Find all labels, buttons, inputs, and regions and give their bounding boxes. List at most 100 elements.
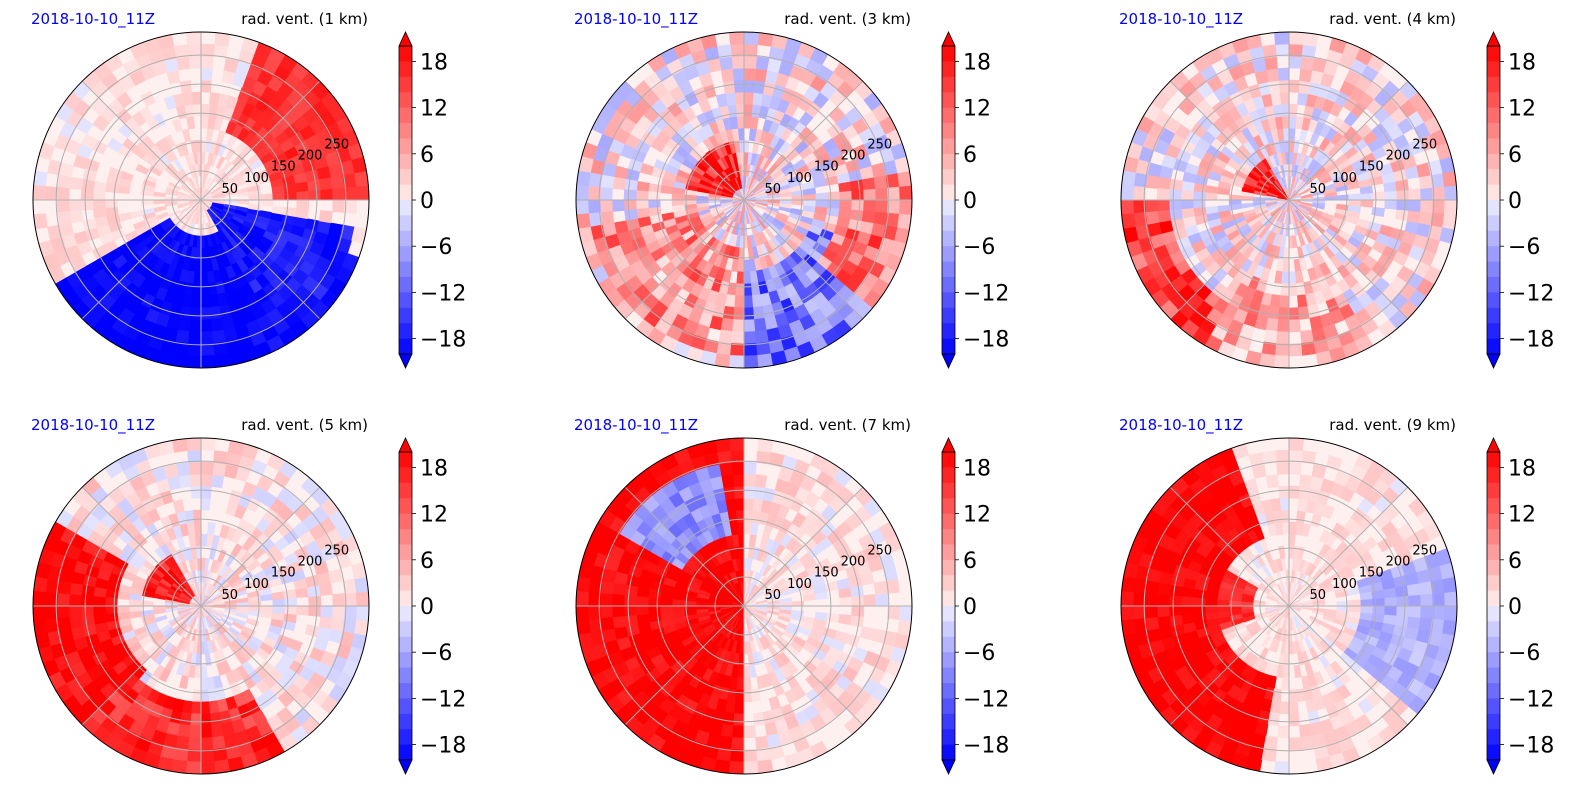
colorbar-extend-bottom	[1486, 353, 1501, 369]
colorbar-segment	[399, 559, 412, 576]
polar-outline	[1120, 31, 1458, 369]
colorbar-tick-label: −6	[1508, 641, 1540, 666]
radial-tick-label: 50	[1309, 182, 1326, 197]
radial-tick-label: 150	[271, 566, 296, 581]
colorbar-segment	[942, 123, 955, 139]
colorbar-extend-bottom	[398, 353, 413, 369]
colorbar-segment	[1487, 246, 1500, 263]
colorbar-segment	[399, 467, 412, 484]
colorbar-tick-label: −12	[1508, 687, 1554, 712]
colorbar-segment	[399, 92, 412, 109]
colorbar-segment	[942, 230, 955, 247]
colorbar-extend-bottom	[398, 759, 413, 775]
colorbar-tick-label: −6	[963, 235, 995, 260]
grid-spoke	[1288, 605, 1409, 726]
colorbar-segment	[942, 246, 955, 263]
colorbar-segment	[942, 76, 955, 93]
polar-outline	[32, 31, 370, 369]
colorbar: 18 12 6 0 −6 −12 −18	[941, 437, 1009, 775]
colorbar-segment	[399, 169, 412, 186]
colorbar-segment	[399, 482, 412, 499]
colorbar-segment	[1487, 261, 1500, 278]
panel-title: rad. vent. (4 km)	[1329, 10, 1456, 28]
colorbar-tick-label: −18	[420, 328, 466, 353]
colorbar: 18 12 6 0 −6 −12 −18	[941, 31, 1009, 369]
radial-tick-label: 50	[764, 588, 781, 603]
grid-spoke	[624, 199, 745, 320]
colorbar-segment	[399, 590, 412, 607]
radial-tick-label: 150	[1359, 160, 1384, 175]
colorbar-tick-label: 18	[1508, 50, 1536, 75]
colorbar-tick-label: 0	[963, 595, 977, 620]
radial-tick-label: 200	[841, 149, 866, 164]
colorbar-tick-label: 0	[1508, 189, 1522, 214]
radial-tick-label: 50	[221, 588, 238, 603]
colorbar-segment	[1487, 729, 1500, 746]
colorbar-segment	[399, 246, 412, 263]
colorbar-segment	[942, 482, 955, 499]
colorbar-segment	[942, 452, 955, 468]
colorbar-segment	[1487, 277, 1500, 293]
colorbar-segment	[942, 590, 955, 607]
colorbar-segment	[942, 323, 955, 340]
panel-title: rad. vent. (9 km)	[1329, 416, 1456, 434]
time-label: 2018-10-10_11Z	[574, 10, 698, 29]
radial-tick-label: 250	[867, 544, 892, 559]
colorbar-segment	[399, 544, 412, 561]
radial-tick-label: 200	[1386, 149, 1411, 164]
colorbar-extend-bottom	[941, 353, 956, 369]
colorbar-segment	[1487, 498, 1500, 515]
colorbar-segment	[399, 698, 412, 715]
colorbar-segment	[1487, 713, 1500, 730]
colorbar: 18 12 6 0 −6 −12 −18	[398, 437, 466, 775]
colorbar-tick-label: 18	[420, 456, 448, 481]
colorbar-segment	[1487, 667, 1500, 684]
colorbar-segment	[399, 529, 412, 545]
colorbar-segment	[399, 606, 412, 622]
colorbar-segment	[399, 123, 412, 139]
colorbar-segment	[942, 683, 955, 699]
colorbar-segment	[399, 513, 412, 530]
grid-spoke	[1169, 80, 1290, 201]
colorbar-tick-label: −18	[420, 734, 466, 759]
colorbar-tick-label: 6	[1508, 143, 1522, 168]
radial-tick-label: 250	[324, 138, 349, 153]
colorbar-segment	[1487, 529, 1500, 545]
grid-spoke	[1288, 486, 1409, 607]
colorbar-segment	[942, 169, 955, 186]
colorbar-segment	[942, 544, 955, 561]
colorbar-segment	[1487, 323, 1500, 340]
colorbar-segment	[399, 76, 412, 93]
colorbar-segment	[1487, 46, 1500, 62]
grid-spoke	[1288, 199, 1409, 320]
colorbar-segment	[1487, 138, 1500, 155]
colorbar-segment	[942, 215, 955, 232]
colorbar-segment	[1487, 200, 1500, 216]
time-label: 2018-10-10_11Z	[1119, 416, 1243, 435]
colorbar-tick-label: −18	[963, 734, 1009, 759]
colorbar-segment	[399, 307, 412, 324]
colorbar-tick-label: 18	[420, 50, 448, 75]
radial-tick-label: 50	[221, 182, 238, 197]
radial-tick-label: 150	[1359, 566, 1384, 581]
colorbar-segment	[942, 744, 955, 761]
time-label: 2018-10-10_11Z	[1119, 10, 1243, 29]
colorbar-segment	[1487, 744, 1500, 761]
colorbar-segment	[1487, 575, 1500, 592]
colorbar-segment	[1487, 452, 1500, 468]
colorbar-segment	[942, 307, 955, 324]
colorbar-segment	[942, 61, 955, 78]
colorbar-tick-label: 12	[420, 97, 448, 122]
colorbar-segment	[1487, 621, 1500, 638]
colorbar-segment	[1487, 215, 1500, 232]
colorbar-segment	[942, 698, 955, 715]
colorbar-tick-label: −6	[1508, 235, 1540, 260]
colorbar-segment	[942, 138, 955, 155]
colorbar-segment	[942, 184, 955, 201]
colorbar-segment	[1487, 61, 1500, 78]
colorbar-segment	[942, 621, 955, 638]
colorbar-segment	[399, 498, 412, 515]
colorbar-segment	[942, 107, 955, 124]
